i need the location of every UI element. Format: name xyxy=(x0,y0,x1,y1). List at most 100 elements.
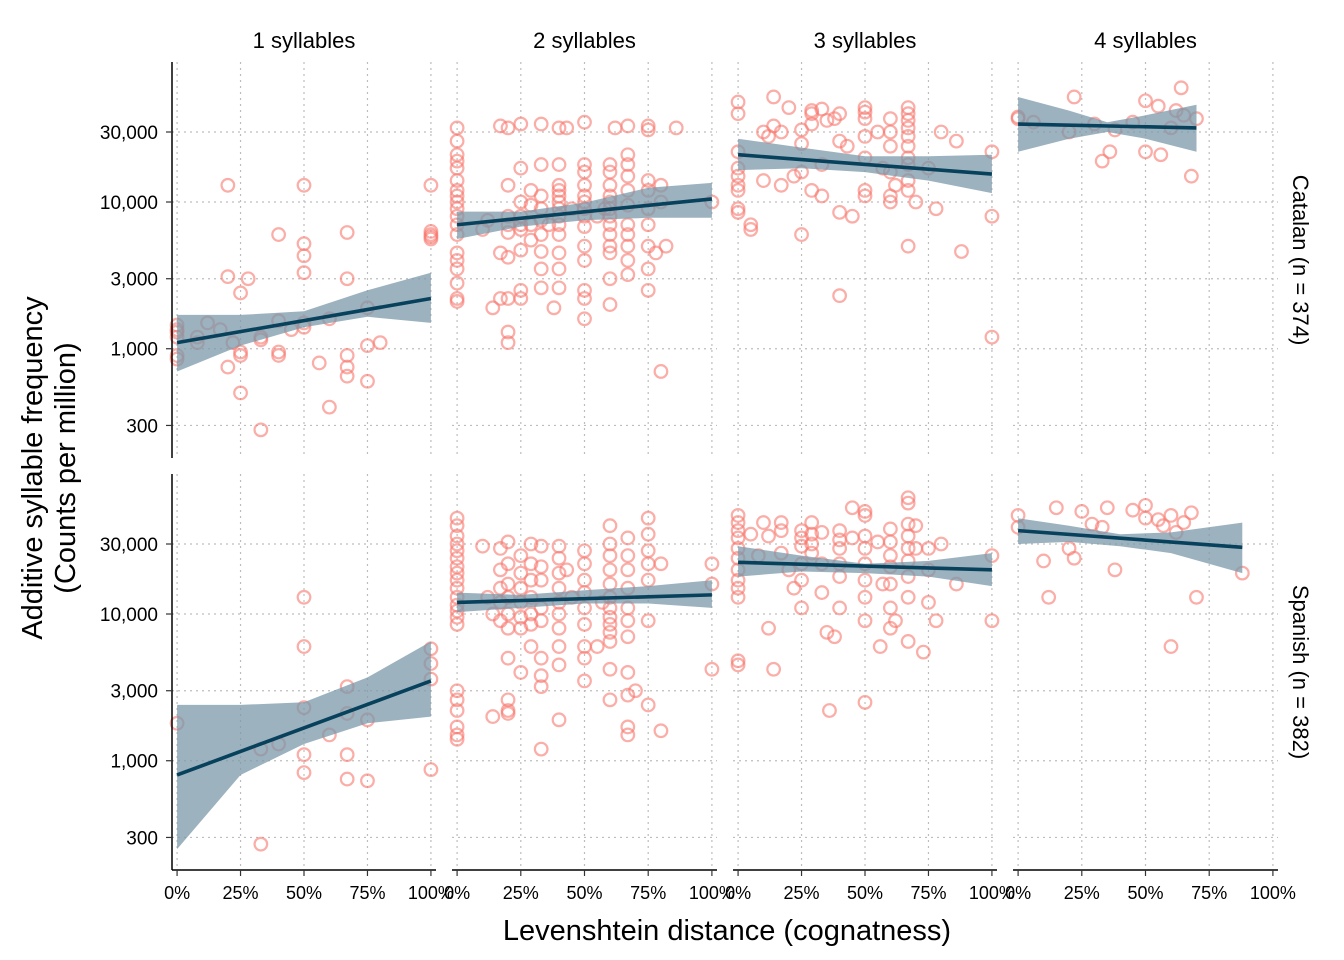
data-point xyxy=(640,173,656,188)
data-point xyxy=(449,194,465,210)
data-point xyxy=(658,238,674,254)
data-point xyxy=(602,271,618,287)
data-point xyxy=(786,580,802,596)
x-tick-label: 50% xyxy=(1127,883,1163,903)
data-point xyxy=(928,613,944,629)
data-point xyxy=(500,120,516,136)
data-point xyxy=(620,562,636,578)
data-point xyxy=(220,269,236,285)
grid xyxy=(733,62,997,458)
x-tick-label: 25% xyxy=(223,883,259,903)
data-point xyxy=(423,231,439,247)
panel-1-4 xyxy=(1010,62,1278,458)
data-point xyxy=(233,285,248,301)
data-point xyxy=(900,490,916,506)
row-strip-labels: Catalan (n = 374) Spanish (n = 382) xyxy=(1288,175,1313,759)
data-point xyxy=(781,100,797,115)
data-point xyxy=(900,634,916,649)
data-point xyxy=(844,500,860,516)
y-axis: 300 1,000 3,000 10,000 30,000 xyxy=(100,62,173,458)
trend-line xyxy=(1017,528,1243,550)
data-point xyxy=(620,664,636,680)
trend-line xyxy=(738,560,992,572)
trend-line xyxy=(176,679,432,777)
data-point xyxy=(804,116,820,132)
data-point xyxy=(577,114,592,130)
data-point xyxy=(1048,500,1064,516)
data-point xyxy=(533,244,549,259)
data-point xyxy=(296,248,312,264)
y-tick-label: 10,000 xyxy=(100,193,158,214)
confidence-band xyxy=(457,580,712,613)
data-point xyxy=(602,624,618,640)
points xyxy=(1010,497,1250,654)
data-point xyxy=(533,116,549,132)
data-point xyxy=(500,324,516,340)
data-point xyxy=(449,201,465,217)
data-point xyxy=(900,129,916,144)
data-point xyxy=(577,673,592,689)
data-point xyxy=(730,168,746,184)
data-point xyxy=(449,153,465,169)
data-point xyxy=(1107,562,1123,578)
points xyxy=(730,490,1000,718)
data-point xyxy=(523,556,539,572)
data-point xyxy=(773,124,789,140)
data-point xyxy=(1094,153,1110,169)
data-point xyxy=(743,526,759,542)
data-point xyxy=(773,177,789,193)
data-point xyxy=(928,201,944,217)
data-point xyxy=(513,565,529,581)
data-point xyxy=(844,208,860,224)
column-label: 1 syllables xyxy=(253,28,356,53)
data-point xyxy=(372,335,388,351)
data-point xyxy=(485,300,501,316)
data-point xyxy=(449,565,465,581)
data-point xyxy=(449,580,465,596)
data-point xyxy=(493,613,508,629)
data-point xyxy=(882,521,898,537)
data-point xyxy=(882,548,898,564)
data-point xyxy=(339,747,355,763)
data-point xyxy=(756,173,771,188)
data-point xyxy=(513,242,529,258)
data-point xyxy=(271,348,287,363)
data-point xyxy=(559,120,575,136)
data-point xyxy=(551,227,567,242)
data-point xyxy=(500,177,516,193)
data-point xyxy=(602,518,618,534)
trend-line xyxy=(176,296,432,345)
data-point xyxy=(954,244,969,259)
data-point xyxy=(872,639,888,654)
data-point xyxy=(620,238,636,254)
confidence-band xyxy=(177,641,431,850)
data-point xyxy=(533,188,549,204)
x-tick-label: 75% xyxy=(910,883,946,903)
data-point xyxy=(551,550,567,566)
data-point xyxy=(620,719,636,735)
data-point xyxy=(640,613,656,629)
data-point xyxy=(832,523,848,539)
data-point xyxy=(640,572,656,588)
data-point xyxy=(533,280,549,296)
data-point xyxy=(933,124,949,140)
data-point xyxy=(1066,550,1082,566)
x-tick-label: 25% xyxy=(503,883,539,903)
data-point xyxy=(984,329,1000,345)
data-point xyxy=(449,261,465,277)
data-point xyxy=(857,613,873,629)
data-point xyxy=(577,556,592,572)
data-point xyxy=(253,422,269,438)
data-point xyxy=(551,657,567,673)
panel-2-3 xyxy=(730,474,1000,870)
data-point xyxy=(653,556,669,572)
data-point xyxy=(1173,80,1189,96)
data-point xyxy=(577,238,592,254)
data-point xyxy=(620,530,636,546)
data-point xyxy=(523,572,539,588)
data-point xyxy=(533,157,549,172)
data-point xyxy=(296,765,312,781)
data-point xyxy=(819,112,835,128)
data-point xyxy=(640,122,656,138)
x-tick-label: 100% xyxy=(969,883,1015,903)
